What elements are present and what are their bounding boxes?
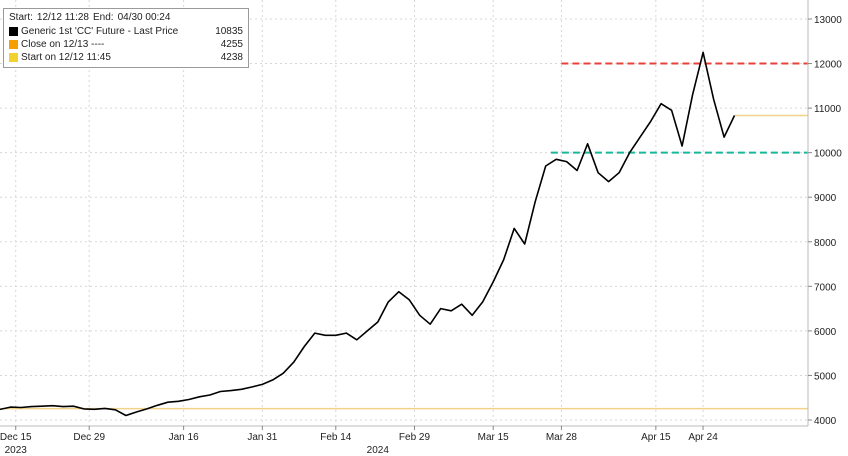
x-axis-ticks: Dec 15 Dec 29 Jan 16 Jan 31 Feb 14 Feb 29 Mar … [0, 426, 718, 456]
y-tick-label: 5000 [814, 371, 837, 382]
x-tick-label: Feb 29 [399, 432, 431, 443]
chart-grid [0, 0, 808, 426]
y-tick-label: 13000 [814, 15, 842, 26]
x-tick-label: Mar 28 [546, 432, 578, 443]
legend-swatch-close [9, 40, 18, 49]
x-tick-label: Dec 29 [73, 432, 105, 443]
y-tick-label: 10000 [814, 149, 842, 160]
legend-item-start: Start on 12/12 11:45 4238 [9, 51, 243, 64]
x-tick-label: Mar 15 [478, 432, 510, 443]
x-year-label: 2023 [5, 445, 28, 456]
legend-start-label: Start: [9, 12, 33, 23]
x-tick-label: Dec 15 [0, 432, 32, 443]
legend-start-value: 12/12 11:28 [36, 12, 89, 23]
legend-name-last-price: Generic 1st 'CC' Future - Last Price [21, 26, 179, 37]
legend-value-close: 4255 [220, 39, 243, 50]
chart-legend: Start: 12/12 11:28 End: 04/30 00:24 Generic… [3, 8, 249, 68]
legend-item-last-price: Generic 1st 'CC' Future - Last Price 108… [9, 25, 243, 38]
legend-swatch-start [9, 53, 18, 62]
price-series [0, 51, 736, 417]
legend-end-value: 04/30 00:24 [117, 12, 171, 23]
legend-end-label: End: [93, 12, 114, 23]
y-tick-label: 9000 [814, 193, 837, 204]
x-tick-label: Apr 24 [688, 432, 718, 443]
y-tick-label: 6000 [814, 327, 837, 338]
legend-item-close: Close on 12/13 ---- 4255 [9, 38, 243, 51]
y-tick-label: 7000 [814, 282, 837, 293]
x-tick-label: Jan 16 [169, 432, 199, 443]
x-tick-label: Feb 14 [320, 432, 352, 443]
legend-value-last-price: 10835 [215, 26, 243, 37]
x-tick-label: Jan 31 [247, 432, 277, 443]
y-tick-label: 4000 [814, 416, 837, 427]
legend-swatch-last-price [9, 27, 18, 36]
y-axis-ticks: 4000 5000 6000 7000 8000 9000 10000 11000 12000 1… [808, 15, 842, 427]
reference-lines [0, 62, 808, 410]
y-tick-label: 12000 [814, 60, 842, 71]
x-tick-label: Apr 15 [641, 432, 671, 443]
legend-name-close: Close on 12/13 ---- [21, 39, 105, 50]
legend-name-start: Start on 12/12 11:45 [21, 52, 111, 63]
y-tick-label: 11000 [814, 104, 842, 115]
legend-value-start: 4238 [220, 52, 243, 63]
y-tick-label: 8000 [814, 238, 837, 249]
series-line [0, 51, 736, 417]
x-year-label: 2024 [367, 445, 390, 456]
legend-date-range: Start: 12/12 11:28 End: 04/30 00:24 [9, 12, 243, 23]
